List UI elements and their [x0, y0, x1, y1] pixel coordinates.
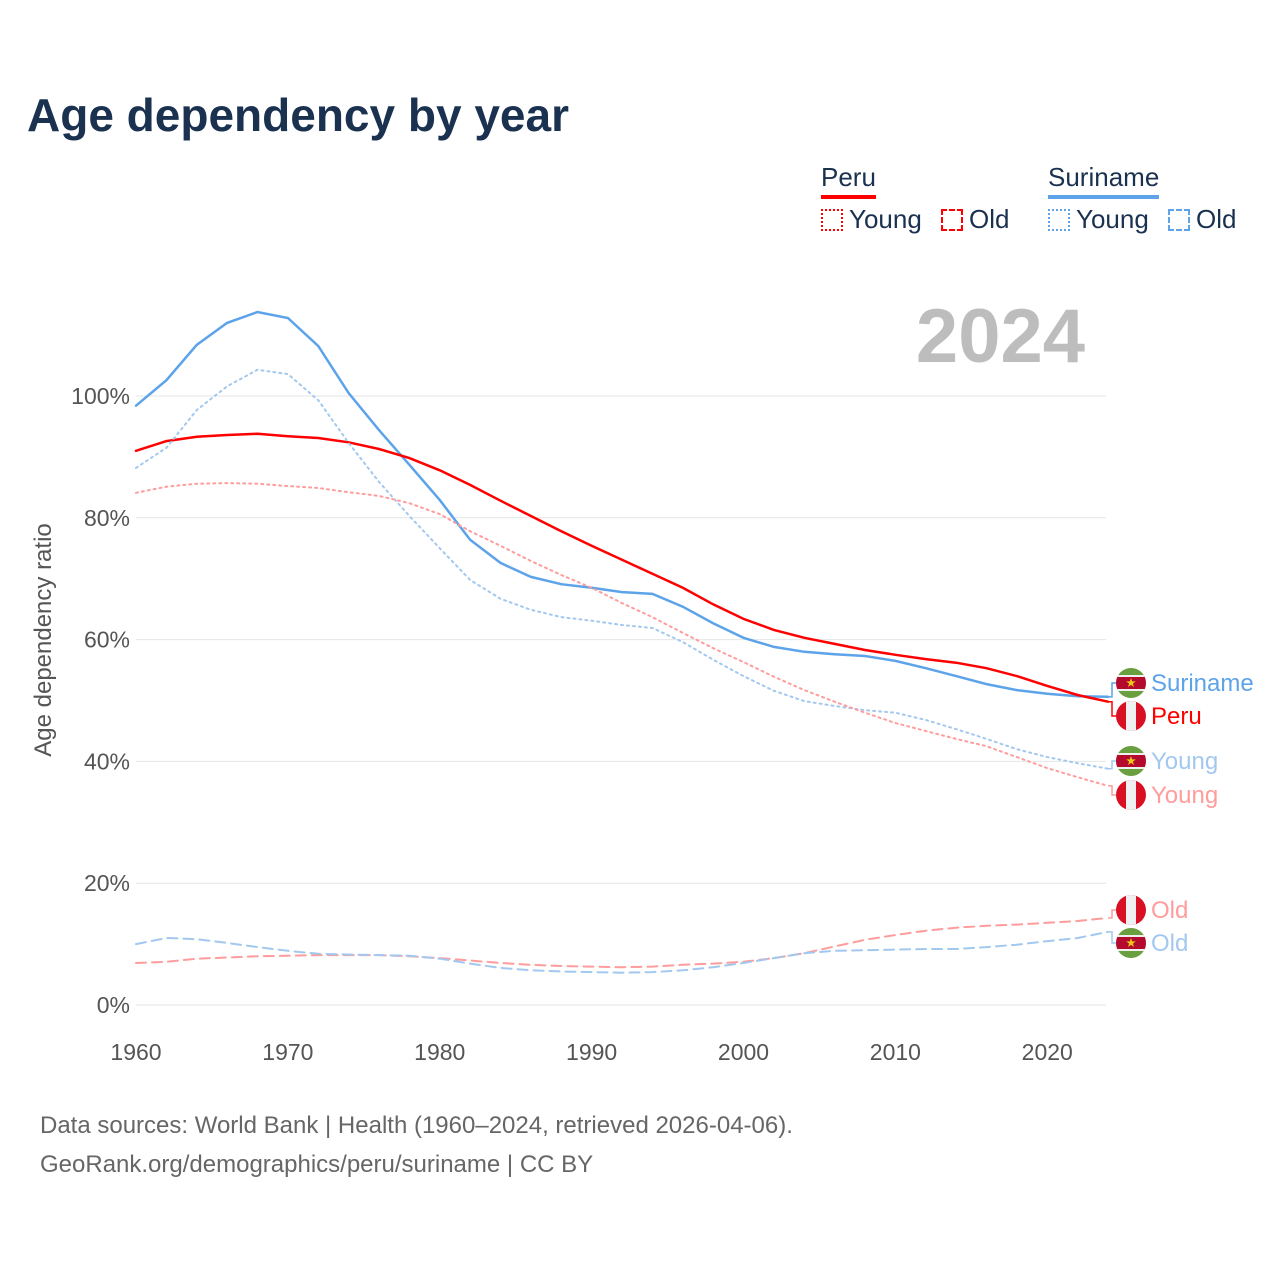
flag-white — [1126, 780, 1136, 810]
star-icon — [1126, 678, 1136, 687]
source-line: Data sources: World Bank | Health (1960–… — [40, 1112, 793, 1139]
series-line-suriname-young — [135, 368, 1109, 770]
source-line: GeoRank.org/demographics/peru/suriname |… — [40, 1151, 594, 1178]
legend-suriname-old: Old — [1168, 204, 1236, 235]
legend-peru: Peru — [821, 162, 876, 199]
x-tick-label: 1960 — [110, 1039, 161, 1065]
flag-body — [1116, 928, 1146, 958]
x-tick-label: 2020 — [1022, 1039, 1073, 1065]
dashed-swatch-icon — [941, 208, 963, 231]
dotted-swatch-icon — [821, 208, 843, 231]
connector-line — [1108, 760, 1118, 770]
legend-label: Old — [969, 204, 1010, 234]
end-label: Young — [1151, 748, 1218, 775]
flag-body — [1116, 746, 1146, 776]
source-note: Data sources: World Bank | Health (1960–… — [40, 1106, 793, 1184]
connector-line — [1108, 931, 1118, 944]
y-tick-label: 100% — [71, 383, 130, 409]
end-label: Old — [1151, 930, 1188, 957]
flag-white — [1126, 895, 1136, 925]
legend-label: Old — [1196, 204, 1237, 234]
x-tick-label: 1980 — [414, 1039, 465, 1065]
peru-flag-icon — [1116, 780, 1146, 810]
y-tick-label: 20% — [84, 870, 130, 896]
peru-flag-icon — [1116, 895, 1146, 925]
end-label: Suriname — [1151, 670, 1254, 697]
peru-flag-icon — [1116, 701, 1146, 731]
series-line-peru — [134, 432, 1110, 703]
connector-line — [1108, 682, 1118, 698]
dashed-swatch-icon — [1168, 208, 1190, 231]
year-label: 2024 — [916, 294, 1085, 379]
flag-body — [1116, 895, 1146, 925]
connector-line — [1108, 700, 1118, 717]
flag-body — [1116, 701, 1146, 731]
suriname-flag-icon — [1116, 928, 1146, 958]
series-line-peru-old — [135, 916, 1109, 969]
legend-peru-old: Old — [941, 204, 1009, 235]
legend-suriname: Suriname — [1048, 162, 1160, 199]
suriname-flag-icon — [1116, 668, 1146, 698]
legend-peru-young: Young — [821, 204, 922, 235]
end-label: Old — [1151, 897, 1188, 924]
connector-line — [1108, 909, 1118, 919]
end-label: Young — [1151, 782, 1218, 809]
star-icon — [1126, 756, 1136, 765]
y-tick-label: 40% — [84, 748, 130, 774]
connector-line — [1108, 785, 1118, 796]
suriname-flag-icon — [1116, 746, 1146, 776]
legend-label: Young — [849, 204, 922, 234]
x-tick-label: 1990 — [566, 1039, 617, 1065]
flag-body — [1116, 780, 1146, 810]
dotted-swatch-icon — [1048, 208, 1070, 231]
x-tick-label: 2010 — [870, 1039, 921, 1065]
x-tick-label: 1970 — [262, 1039, 313, 1065]
series-line-peru-young — [135, 482, 1109, 787]
legend-suriname-young: Young — [1048, 204, 1149, 235]
chart-title: Age dependency by year — [27, 89, 569, 141]
flag-body — [1116, 668, 1146, 698]
series-line-suriname — [134, 310, 1110, 699]
flag-white — [1126, 701, 1136, 731]
y-axis-title: Age dependency ratio — [30, 523, 57, 757]
y-tick-label: 80% — [84, 505, 130, 531]
end-label: Peru — [1151, 703, 1202, 730]
y-tick-label: 0% — [97, 992, 130, 1018]
legend-label: Young — [1076, 204, 1149, 234]
star-icon — [1126, 938, 1136, 947]
y-tick-label: 60% — [84, 627, 130, 653]
series-line-suriname-old — [135, 930, 1109, 974]
x-tick-label: 2000 — [718, 1039, 769, 1065]
